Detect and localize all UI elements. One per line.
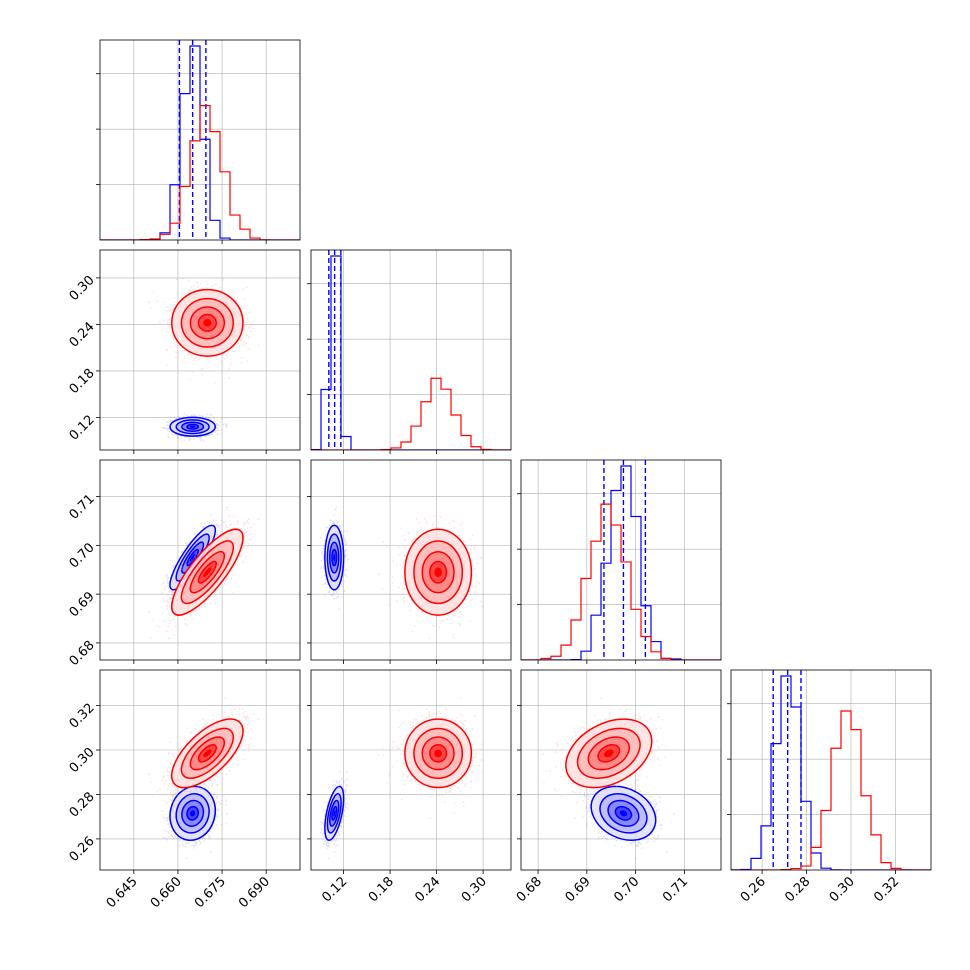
density-peak bbox=[190, 553, 196, 562]
x-tick-label: 0.69 bbox=[563, 874, 594, 905]
x-tick-label: 0.32 bbox=[871, 874, 902, 905]
x-tick-label: 0.12 bbox=[319, 874, 350, 905]
y-tick-label: 0.26 bbox=[67, 834, 98, 865]
histogram-series-0 bbox=[100, 45, 300, 240]
x-tick-label: 0.690 bbox=[236, 874, 273, 911]
scatter-and-contours bbox=[148, 277, 260, 443]
x-tick-label: 0.26 bbox=[738, 874, 769, 905]
y-tick-label: 0.30 bbox=[67, 273, 98, 304]
y-tick-label: 0.69 bbox=[67, 589, 98, 620]
panel-1-0: 0.12 0.18 0.24 0.30 bbox=[67, 249, 301, 454]
x-tick-label: 0.675 bbox=[192, 874, 229, 911]
panel-frame bbox=[310, 249, 512, 451]
x-tick-label: 0.30 bbox=[827, 874, 858, 905]
panel-2-0: 0.68 0.69 0.70 0.71 bbox=[67, 459, 301, 669]
histogram-series-1 bbox=[311, 377, 511, 450]
scatter-and-contours bbox=[148, 697, 260, 860]
density-peak bbox=[190, 810, 196, 817]
density-peak bbox=[190, 425, 196, 428]
y-tick-label: 0.71 bbox=[67, 492, 98, 523]
histograms bbox=[311, 250, 511, 450]
scatter-and-contours bbox=[148, 506, 260, 639]
y-tick-label: 0.24 bbox=[67, 319, 98, 350]
x-tick-label: 0.24 bbox=[412, 874, 443, 905]
panel-frame bbox=[520, 459, 722, 661]
density-peak bbox=[619, 810, 628, 817]
density-peak bbox=[603, 749, 614, 758]
diag-panel-1 bbox=[307, 249, 512, 454]
scatter-and-contours bbox=[542, 697, 675, 860]
x-tick-label: 0.28 bbox=[782, 874, 813, 905]
histograms bbox=[100, 40, 300, 240]
y-tick-label: 0.18 bbox=[67, 366, 98, 397]
x-tick-label: 0.71 bbox=[660, 874, 691, 905]
panel-frame bbox=[310, 459, 512, 661]
y-tick-label: 0.68 bbox=[67, 638, 98, 669]
panel-frame bbox=[99, 669, 301, 871]
x-tick-label: 0.68 bbox=[514, 874, 545, 905]
panel-frame bbox=[99, 249, 301, 451]
panel-frame bbox=[730, 669, 932, 871]
density-peak bbox=[333, 810, 336, 817]
density-peak bbox=[203, 319, 212, 327]
panel-3-2: 0.68 0.69 0.70 0.71 bbox=[514, 669, 722, 905]
scatter-and-contours bbox=[319, 506, 484, 639]
density-peak bbox=[333, 553, 336, 562]
density-peak bbox=[203, 749, 212, 758]
x-tick-label: 0.70 bbox=[611, 874, 642, 905]
panel-3-0: 0.645 0.660 0.675 0.690 0.26 0.28 0.30 0.32 bbox=[67, 669, 301, 911]
y-tick-label: 0.12 bbox=[67, 412, 98, 443]
histogram-series-0 bbox=[311, 255, 511, 450]
x-tick-label: 0.30 bbox=[459, 874, 490, 905]
y-tick-label: 0.30 bbox=[67, 745, 98, 776]
y-tick-label: 0.32 bbox=[67, 701, 98, 732]
scatter-and-contours bbox=[319, 697, 484, 860]
diag-panel-3: 0.26 0.28 0.30 0.32 bbox=[727, 669, 932, 905]
x-tick-label: 0.18 bbox=[366, 874, 397, 905]
panel-frame bbox=[520, 669, 722, 871]
density-peak bbox=[203, 567, 212, 578]
diag-panel-0 bbox=[96, 39, 301, 244]
panel-frame bbox=[99, 39, 301, 241]
panel-frame bbox=[99, 459, 301, 661]
diag-panel-2 bbox=[517, 459, 722, 664]
histograms bbox=[521, 460, 721, 660]
density-peak bbox=[434, 567, 442, 578]
x-tick-label: 0.645 bbox=[104, 874, 141, 911]
panel-3-1: 0.12 0.18 0.24 0.30 bbox=[307, 669, 512, 905]
panel-frame bbox=[310, 669, 512, 871]
density-peak bbox=[434, 749, 442, 758]
histogram-series-1 bbox=[100, 105, 300, 240]
x-tick-label: 0.660 bbox=[148, 874, 185, 911]
y-tick-label: 0.70 bbox=[67, 540, 98, 571]
histogram-series-1 bbox=[521, 503, 721, 660]
histogram-series-0 bbox=[731, 675, 931, 870]
y-tick-label: 0.28 bbox=[67, 789, 98, 820]
panel-2-1 bbox=[307, 459, 512, 664]
histograms bbox=[731, 670, 931, 870]
histogram-series-0 bbox=[521, 465, 721, 660]
